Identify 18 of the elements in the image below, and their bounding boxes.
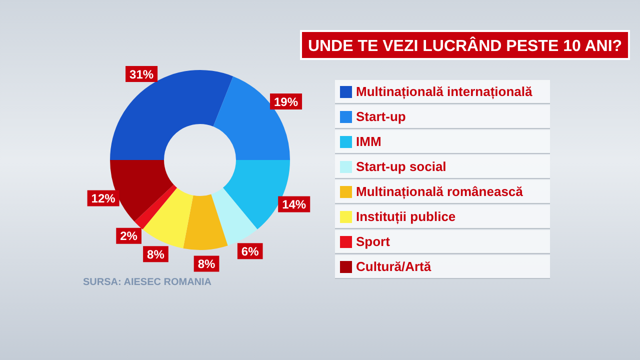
data-label: 31% bbox=[130, 67, 154, 82]
legend-label: Cultură/Artă bbox=[356, 259, 432, 274]
legend-label: Start-up bbox=[356, 109, 406, 124]
chart-title: UNDE TE VEZI LUCRÂND PESTE 10 ANI? bbox=[300, 30, 630, 60]
legend-label: Start-up social bbox=[356, 159, 446, 174]
data-label: 19% bbox=[274, 94, 298, 109]
data-label: 6% bbox=[241, 244, 260, 258]
data-label: 12% bbox=[91, 192, 116, 206]
legend-label: Sport bbox=[356, 234, 390, 249]
data-label: 2% bbox=[120, 229, 138, 244]
text: SURSA: AIESEC ROMANIA bbox=[83, 277, 212, 288]
data-label: 14% bbox=[282, 198, 306, 212]
legend-label: Multinațională românească bbox=[356, 184, 523, 199]
data-label: 8% bbox=[198, 257, 216, 272]
legend-label: Instituții publice bbox=[356, 209, 456, 224]
legend-label: Multinațională internațională bbox=[356, 84, 532, 99]
data-label: 8% bbox=[147, 247, 165, 262]
legend-label: IMM bbox=[356, 134, 382, 149]
